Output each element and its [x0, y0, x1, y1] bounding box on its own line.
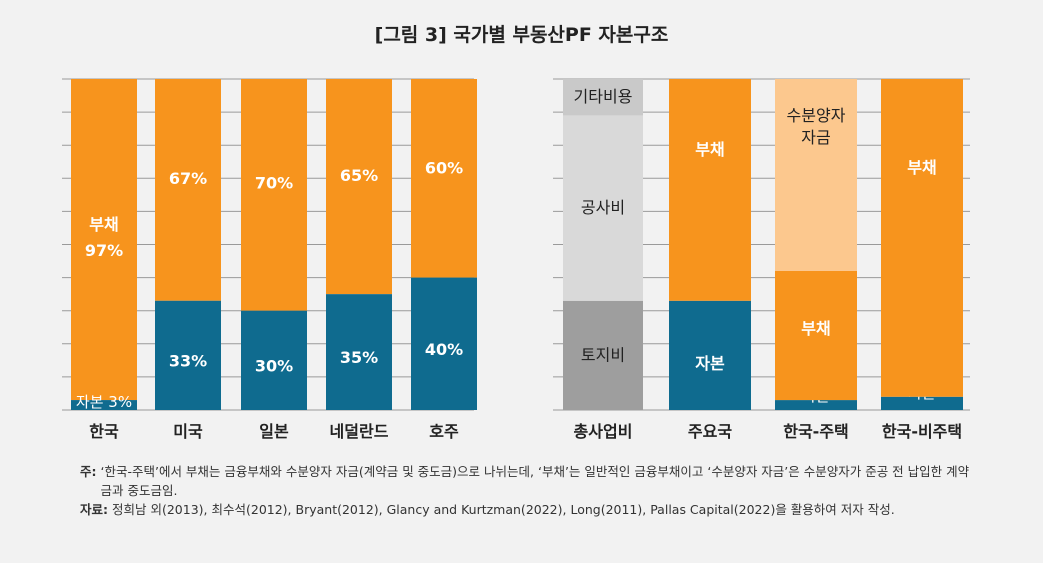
segment-label: 부채 [695, 139, 724, 158]
bar-segment [563, 300, 643, 410]
bar-equity [411, 277, 477, 410]
segment-label: 부채 [801, 319, 830, 338]
data-label-debt: 60% [425, 158, 463, 177]
note-key: 주: [80, 464, 97, 479]
x-tick-label: 네덜란드 [330, 422, 389, 441]
data-label-debt: 65% [340, 165, 378, 184]
bar-segment [669, 300, 751, 410]
data-label-equity: 30% [255, 356, 293, 375]
data-label-debt: 부채 97% [85, 214, 123, 259]
data-label-debt: 70% [255, 173, 293, 192]
bar-debt [326, 79, 392, 295]
data-label-debt: 67% [169, 168, 207, 187]
bar-debt [71, 79, 137, 401]
bar-equity [241, 310, 307, 410]
x-tick-label: 미국 [173, 422, 203, 441]
bar-equity [326, 294, 392, 410]
note-text: ‘한국-주택’에서 부채는 금융부채와 수분양자 자금(계약금 및 중도금)으로… [100, 464, 970, 498]
segment-label: 기타비용 [574, 87, 633, 106]
data-label-equity: 35% [340, 348, 378, 367]
bar-segment [563, 79, 643, 116]
x-tick-label: 한국-주택 [783, 422, 849, 441]
data-label-equity: 40% [425, 339, 463, 358]
x-tick-label: 한국 [89, 422, 119, 441]
x-tick-label: 총사업비 [574, 422, 633, 441]
segment-label: 토지비 [581, 345, 625, 364]
x-tick-label: 한국-비주택 [882, 422, 962, 441]
source-key: 자료: [80, 502, 108, 517]
x-tick-label: 일본 [259, 422, 289, 441]
source-row: 자료: 정희남 외(2013), 최수석(2012), Bryant(2012)… [80, 500, 980, 519]
left-chart-by-country: 부채 97% 자본 3% 한국 67% 33% 미국 70% 30% 일본 65% 35% 네덜란드 60… [62, 78, 477, 441]
bar-segment [775, 79, 857, 271]
bar-debt [241, 79, 307, 311]
footnotes: 주: ‘한국-주택’에서 부채는 금융부채와 수분양자 자금(계약금 및 중도금… [80, 462, 980, 519]
segment-label: 부채 [907, 157, 936, 176]
note-row: 주: ‘한국-주택’에서 부채는 금융부채와 수분양자 자금(계약금 및 중도금… [80, 462, 980, 500]
bar-segment [775, 270, 857, 401]
bar-debt [411, 79, 477, 278]
bar-segment [669, 79, 751, 301]
bar-segment [775, 400, 857, 410]
data-label-equity: 자본 3% [76, 393, 132, 411]
data-label-equity: 33% [169, 351, 207, 370]
bar-debt [155, 79, 221, 301]
source-text: 정희남 외(2013), 최수석(2012), Bryant(2012), Gl… [112, 502, 895, 517]
x-tick-label: 호주 [429, 422, 459, 441]
segment-label: 공사비 [581, 198, 625, 217]
chart-title: [그림 3] 국가별 부동산PF 자본구조 [374, 24, 669, 46]
bar-equity [155, 300, 221, 410]
bar-segment [881, 396, 963, 410]
segment-label: 자본 [695, 354, 725, 373]
right-chart-by-type: 토지비공사비기타비용총사업비자본부채주요국자본부채수분양자자금한국-주택자본부채… [553, 78, 970, 441]
bar-equity [71, 400, 137, 410]
bar-segment [881, 79, 963, 397]
bar-segment [563, 115, 643, 301]
x-tick-label: 주요국 [688, 422, 732, 441]
segment-label: 수분양자 자금 [787, 105, 846, 146]
